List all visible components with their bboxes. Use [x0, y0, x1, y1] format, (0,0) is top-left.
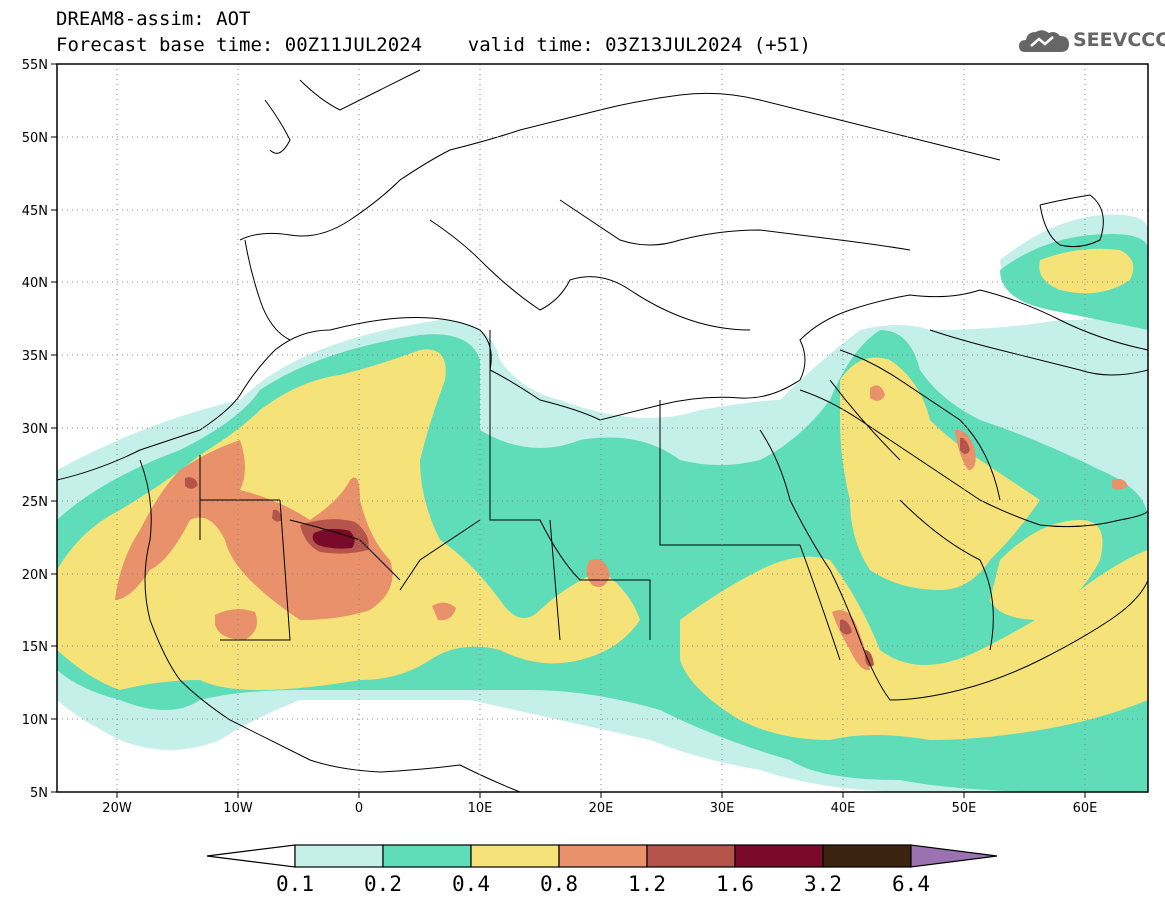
logo-text: SEEVCCC	[1073, 29, 1165, 51]
lon-label: 20W	[102, 801, 132, 816]
lat-label: 20N	[22, 568, 48, 583]
colorbar-label: 0.2	[364, 872, 402, 896]
colorbar-swatch	[822, 844, 912, 868]
lat-label: 25N	[22, 495, 48, 510]
aot-level-0.8	[115, 385, 1128, 671]
coastlines	[57, 69, 1148, 792]
colorbar-swatch	[646, 844, 736, 868]
colorbar-label: 0.1	[276, 872, 314, 896]
forecast-time-line: Forecast base time: 00Z11JUL2024 valid t…	[56, 34, 811, 56]
lat-label: 5N	[30, 786, 48, 801]
colorbar-under-arrow	[206, 844, 296, 868]
lat-label: 35N	[22, 349, 48, 364]
lon-label: 40E	[831, 801, 856, 816]
lon-label: 50E	[952, 801, 977, 816]
colorbar-label: 3.2	[804, 872, 842, 896]
colorbar-swatch	[470, 844, 560, 868]
lon-label: 20E	[589, 801, 614, 816]
lon-label: 0	[355, 801, 363, 816]
lon-label: 60E	[1073, 801, 1098, 816]
colorbar-label: 6.4	[892, 872, 930, 896]
lon-label: 10W	[223, 801, 253, 816]
colorbar-swatch	[294, 844, 384, 868]
seevccc-logo: SEEVCCC	[1017, 24, 1165, 58]
map-title: DREAM8-assim: AOT	[56, 8, 251, 30]
aot-field	[57, 214, 1148, 792]
lat-label: 45N	[22, 204, 48, 219]
lon-label: 30E	[710, 801, 735, 816]
axis-ticks	[51, 63, 1086, 798]
colorbar-over-arrow	[910, 844, 998, 868]
aot-level-1.6	[312, 528, 355, 549]
lat-label: 30N	[22, 422, 48, 437]
lat-label: 15N	[22, 640, 48, 655]
lat-label: 10N	[22, 713, 48, 728]
graticule	[57, 64, 1148, 792]
colorbar-label: 0.8	[540, 872, 578, 896]
colorbar-label: 1.6	[716, 872, 754, 896]
colorbar-label: 1.2	[628, 872, 666, 896]
colorbar-label: 0.4	[452, 872, 490, 896]
colorbar-swatch	[558, 844, 648, 868]
colorbar	[206, 844, 998, 868]
lon-label: 10E	[468, 801, 493, 816]
longitude-labels: 20W 10W 0 10E 20E 30E 40E 50E 60E	[102, 801, 1097, 816]
lat-label: 50N	[22, 131, 48, 146]
lat-label: 40N	[22, 276, 48, 291]
lat-label: 55N	[22, 58, 48, 73]
cloud-icon	[1019, 30, 1069, 52]
colorbar-swatch	[734, 844, 824, 868]
latitude-labels: 5N 10N 15N 20N 25N 30N 35N 40N 45N 50N 5…	[22, 58, 48, 801]
colorbar-swatch	[382, 844, 472, 868]
